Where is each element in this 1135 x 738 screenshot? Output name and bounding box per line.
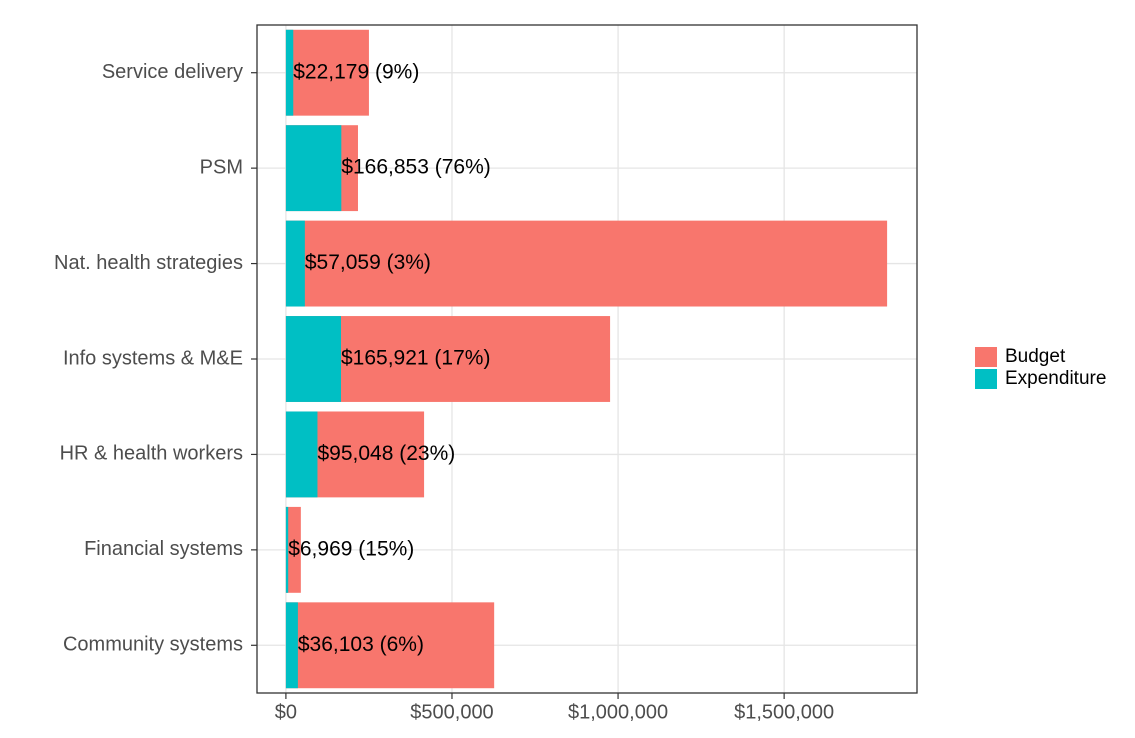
y-tick-label: PSM — [200, 156, 243, 178]
x-tick-label: $1,000,000 — [568, 701, 668, 723]
value-label: $165,921 (17%) — [341, 347, 490, 370]
bar — [285, 506, 289, 593]
bar — [285, 411, 318, 498]
x-tick-label: $1,500,000 — [734, 701, 834, 723]
value-label: $166,853 (76%) — [341, 156, 490, 179]
bar — [285, 29, 369, 116]
y-tick-label: Service delivery — [102, 61, 243, 83]
bar — [285, 220, 305, 307]
bar — [285, 316, 342, 402]
legend-key — [975, 369, 997, 389]
value-label: $57,059 (3%) — [305, 251, 431, 274]
value-label: $95,048 (23%) — [317, 442, 455, 465]
x-tick-label: $0 — [275, 701, 297, 723]
value-label: $36,103 (6%) — [298, 633, 424, 656]
value-label: $6,969 (15%) — [288, 537, 414, 560]
bar — [285, 220, 888, 307]
y-tick-label: Financial systems — [84, 538, 243, 560]
bar — [285, 125, 342, 212]
bar — [285, 506, 301, 593]
legend-label: Expenditure — [1005, 368, 1106, 389]
plot-border — [256, 24, 918, 694]
bar — [285, 602, 298, 689]
x-tick-label: $500,000 — [410, 701, 493, 723]
legend-key — [975, 347, 997, 367]
bar — [285, 602, 495, 689]
y-tick-label: Info systems & M&E — [63, 347, 243, 369]
y-tick-label: Nat. health strategies — [54, 252, 243, 274]
legend-label: Budget — [1005, 346, 1066, 367]
y-tick-label: Community systems — [63, 634, 243, 656]
y-tick-label: HR & health workers — [60, 443, 243, 465]
value-label: $22,179 (9%) — [293, 60, 419, 83]
bar — [285, 29, 294, 116]
